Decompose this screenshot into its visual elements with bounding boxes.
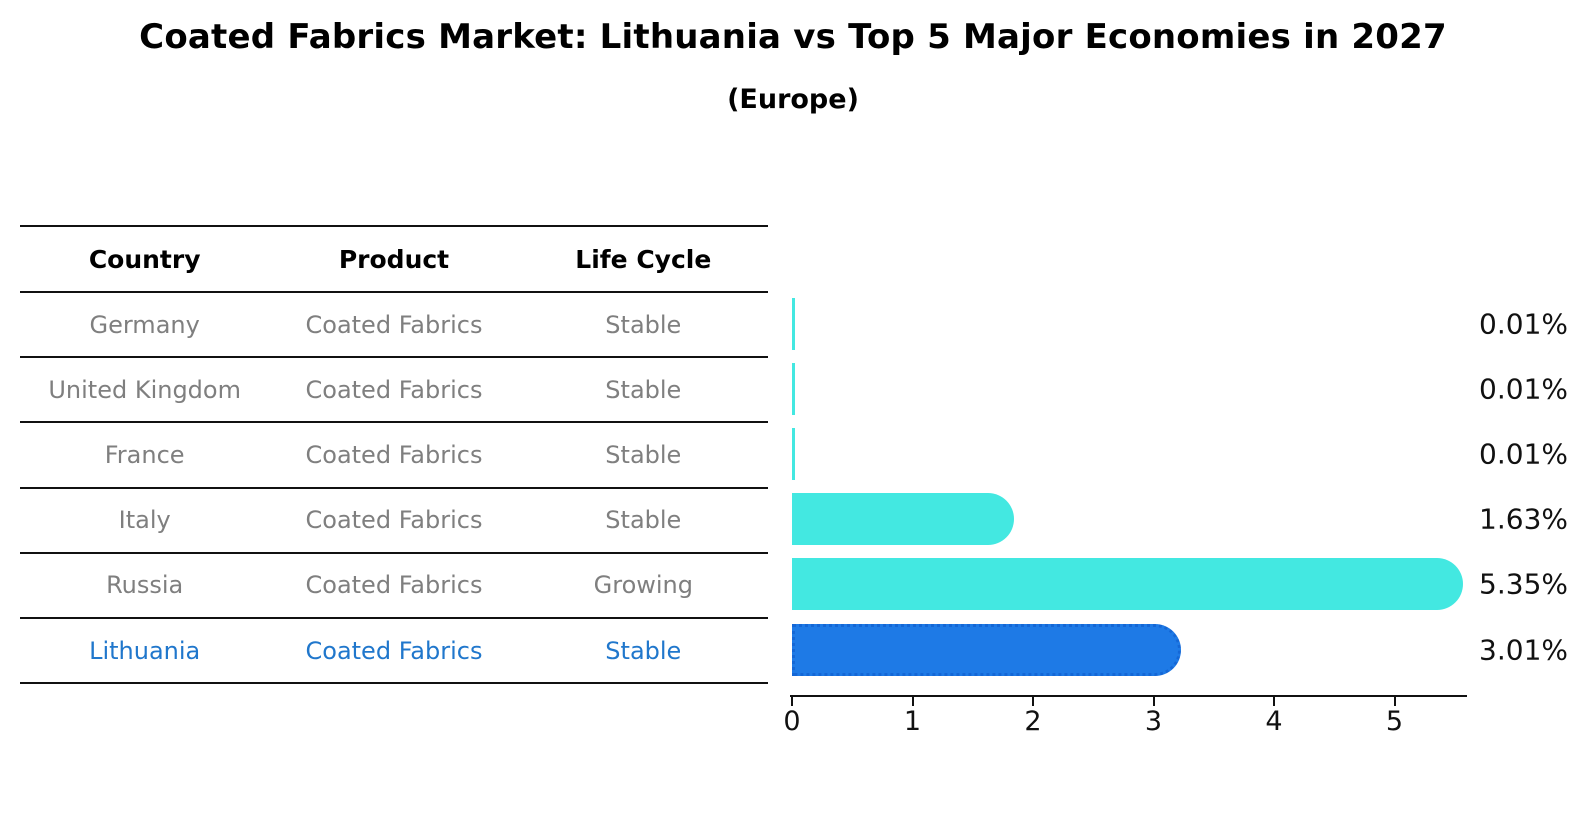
cell-country: Italy <box>118 506 171 535</box>
cell-life-cycle: Stable <box>605 375 682 404</box>
column-header-product: Product <box>338 244 450 274</box>
cell-country: Germany <box>89 310 200 339</box>
bar-russia <box>792 558 1463 611</box>
table-row-russia: Russia Coated Fabrics Growing <box>20 554 768 619</box>
bar-lithuania <box>792 623 1181 676</box>
cell-life-cycle: Stable <box>605 636 682 665</box>
x-axis-tick-label-5: 5 <box>1385 706 1404 737</box>
bar-italy <box>792 493 1015 546</box>
chart-title: Coated Fabrics Market: Lithuania vs Top … <box>139 17 1447 57</box>
x-axis-tick-label-3: 3 <box>1144 706 1163 737</box>
column-header-country: Country <box>88 244 201 274</box>
x-axis-tick-label-2: 2 <box>1024 706 1042 737</box>
value-label-united-kingdom: 0.01% <box>1479 372 1568 406</box>
cell-country: France <box>104 440 185 469</box>
table-row-italy: Italy Coated Fabrics Stable <box>20 489 768 554</box>
cell-product: Coated Fabrics <box>305 571 483 600</box>
country-info-table: Country Product Life Cycle Germany Coated… <box>20 225 768 685</box>
cell-country: Russia <box>106 571 184 600</box>
x-axis-tick-label-0: 0 <box>783 706 801 737</box>
table-header-row: Country Product Life Cycle <box>20 227 768 293</box>
x-axis-tick-label-4: 4 <box>1265 706 1283 737</box>
table-row-united-kingdom: United Kingdom Coated Fabrics Stable <box>20 358 768 424</box>
x-axis-tick-1 <box>911 697 914 706</box>
cell-life-cycle: Growing <box>593 571 693 600</box>
x-axis-tick-5 <box>1393 697 1396 706</box>
value-label-italy: 1.63% <box>1479 502 1568 536</box>
cell-country: Lithuania <box>89 636 201 665</box>
x-axis-tick-2 <box>1032 697 1034 706</box>
column-header-life-cycle: Life Cycle <box>575 244 712 274</box>
chart-subtitle: (Europe) <box>727 84 859 115</box>
table-row-lithuania: Lithuania Coated Fabrics Stable <box>20 619 768 685</box>
table-row-france: France Coated Fabrics Stable <box>20 423 768 489</box>
value-label-france: 0.01% <box>1479 437 1568 471</box>
x-axis-tick-3 <box>1152 697 1155 706</box>
bar-germany <box>792 297 795 350</box>
cell-life-cycle: Stable <box>605 440 682 469</box>
bar-france <box>792 428 795 480</box>
cell-product: Coated Fabrics <box>305 310 483 339</box>
value-label-lithuania: 3.01% <box>1479 633 1568 667</box>
cell-country: United Kingdom <box>48 375 241 404</box>
cell-life-cycle: Stable <box>605 310 682 339</box>
value-label-russia: 5.35% <box>1479 567 1568 601</box>
table-row-germany: Germany Coated Fabrics Stable <box>20 293 768 359</box>
x-axis-line <box>790 695 1467 697</box>
bar-united-kingdom <box>792 362 795 415</box>
table-body: Germany Coated Fabrics Stable United Kingdo… <box>20 293 768 685</box>
cell-product: Coated Fabrics <box>305 375 483 404</box>
x-axis-tick-0 <box>791 697 793 706</box>
cell-product: Coated Fabrics <box>305 636 483 665</box>
x-axis-tick-4 <box>1273 697 1275 706</box>
cell-product: Coated Fabrics <box>305 440 483 469</box>
cell-life-cycle: Stable <box>605 506 682 535</box>
value-label-germany: 0.01% <box>1479 307 1568 341</box>
x-axis-tick-label-1: 1 <box>903 706 922 737</box>
cell-product: Coated Fabrics <box>305 506 483 535</box>
